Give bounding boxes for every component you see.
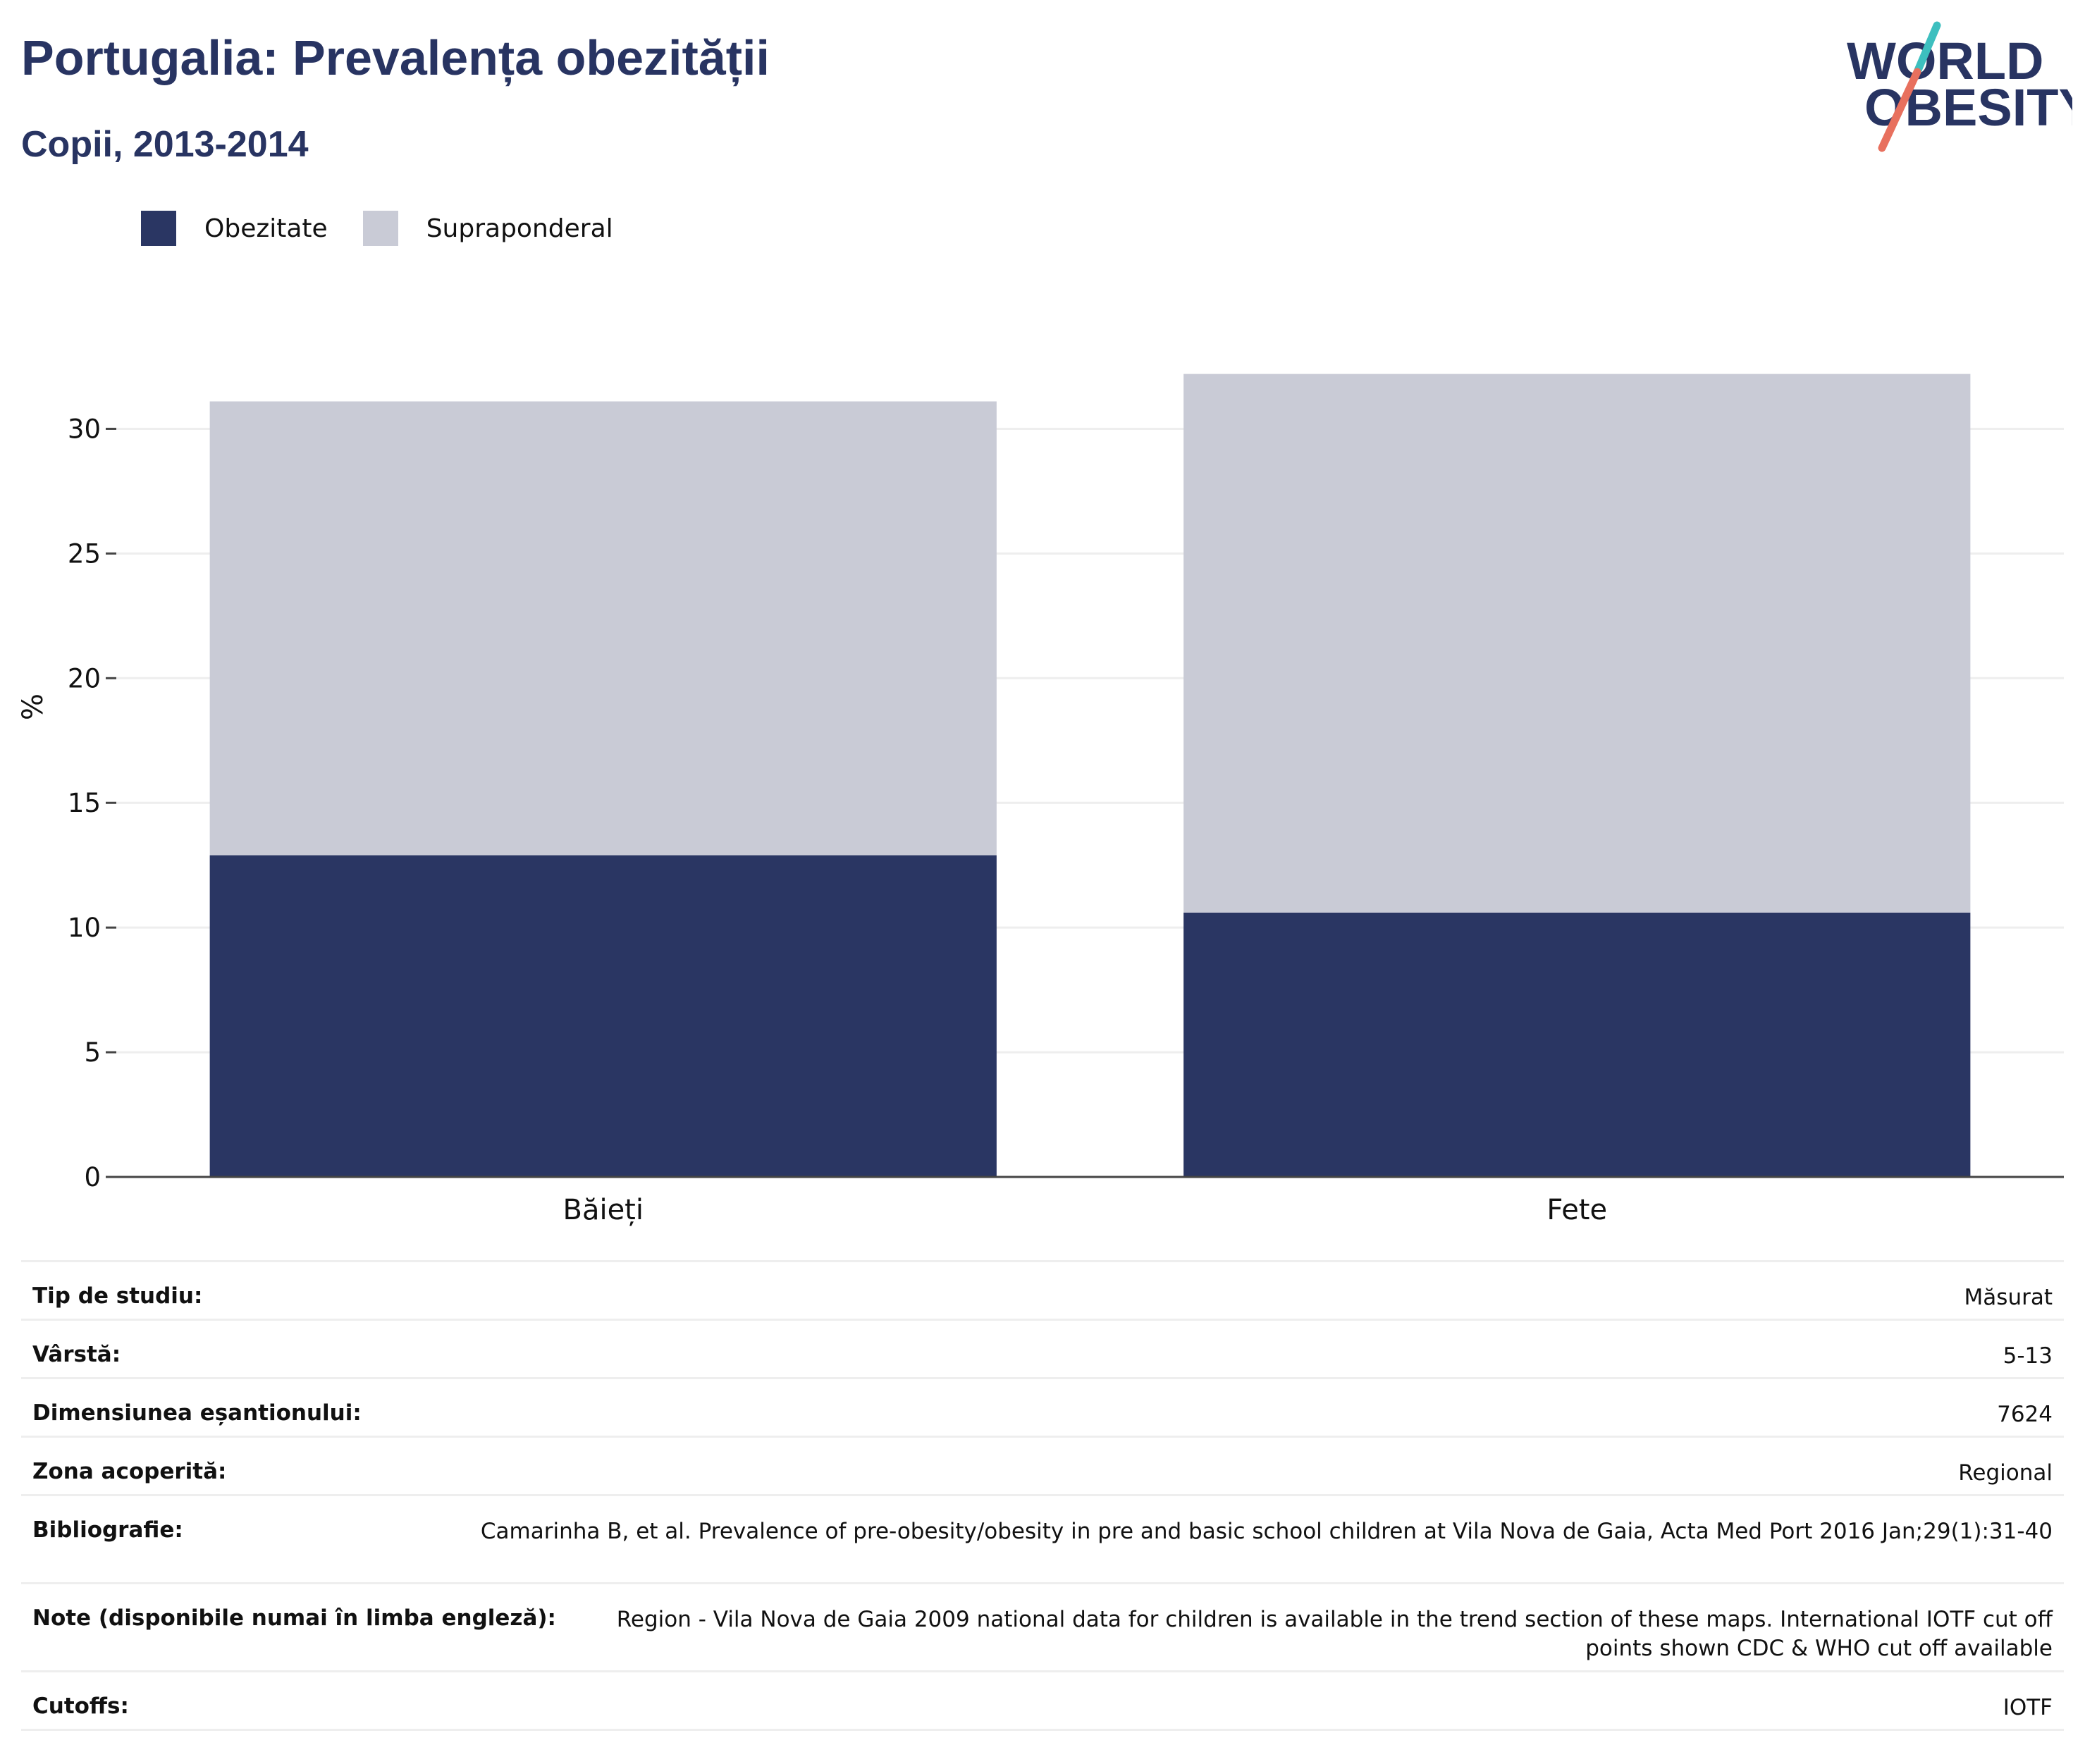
info-value-cutoffs: IOTF bbox=[2003, 1695, 2053, 1720]
info-row-age: Vârstă: 5-13 bbox=[21, 1321, 2064, 1379]
info-label-area-covered: Zona acoperită: bbox=[32, 1459, 227, 1484]
y-tick-label: 15 bbox=[68, 788, 101, 818]
logo-text-line2: OBESITY bbox=[1864, 78, 2072, 137]
info-value-area-covered: Regional bbox=[1958, 1460, 2053, 1486]
info-row-area-covered: Zona acoperită: Regional bbox=[21, 1438, 2064, 1496]
legend-label-overweight: Supraponderal bbox=[426, 214, 613, 243]
info-label-bibliography: Bibliografie: bbox=[32, 1517, 183, 1543]
study-info-table: Tip de studiu: Măsurat Vârstă: 5-13 Dime… bbox=[21, 1260, 2064, 1731]
y-tick-label: 25 bbox=[68, 538, 101, 569]
legend-item-overweight[interactable]: Supraponderal bbox=[362, 211, 613, 246]
x-tick-label: Fete bbox=[1546, 1194, 1607, 1226]
info-row-bibliography: Bibliografie: Camarinha B, et al. Preval… bbox=[21, 1496, 2064, 1584]
legend: Obezitate Supraponderal bbox=[141, 210, 648, 247]
y-tick-label: 10 bbox=[68, 913, 101, 943]
info-value-notes: Region - Vila Nova de Gaia 2009 national… bbox=[616, 1607, 2053, 1661]
world-obesity-logo: WORLD OBESITY bbox=[1847, 21, 2072, 152]
y-tick-label: 30 bbox=[68, 414, 101, 444]
x-tick-label: Băieți bbox=[563, 1194, 644, 1226]
bar-overweight-0 bbox=[209, 401, 997, 856]
info-label-study-type: Tip de studiu: bbox=[32, 1283, 203, 1309]
logo-text-line1: WORLD bbox=[1847, 32, 2044, 90]
info-value-bibliography: Camarinha B, et al. Prevalence of pre-ob… bbox=[480, 1519, 2053, 1544]
y-tick-label: 20 bbox=[68, 663, 101, 693]
logo-slash-teal bbox=[1913, 21, 1941, 76]
chart-title: Portugalia: Prevalența obezității bbox=[21, 30, 770, 85]
logo-slash-coral bbox=[1878, 68, 1921, 152]
info-label-age: Vârstă: bbox=[32, 1342, 121, 1367]
info-row-notes: Note (disponibile numai în limba engleză… bbox=[21, 1584, 2064, 1672]
info-row-study-type: Tip de studiu: Măsurat bbox=[21, 1262, 2064, 1321]
info-label-notes: Note (disponibile numai în limba engleză… bbox=[32, 1605, 556, 1631]
y-tick-label: 0 bbox=[84, 1162, 101, 1192]
legend-label-obesity: Obezitate bbox=[204, 214, 328, 243]
info-value-age: 5-13 bbox=[2003, 1343, 2053, 1369]
y-tick-label: 5 bbox=[84, 1037, 101, 1068]
legend-swatch-obesity bbox=[141, 211, 176, 246]
info-row-sample-size: Dimensiunea eșantionului: 7624 bbox=[21, 1379, 2064, 1438]
info-value-study-type: Măsurat bbox=[1964, 1285, 2053, 1310]
legend-item-obesity[interactable]: Obezitate bbox=[141, 211, 328, 246]
info-label-sample-size: Dimensiunea eșantionului: bbox=[32, 1400, 362, 1426]
legend-swatch-overweight bbox=[362, 211, 398, 246]
chart-subtitle: Copii, 2013-2014 bbox=[21, 124, 309, 165]
info-value-sample-size: 7624 bbox=[1997, 1402, 2053, 1427]
info-label-cutoffs: Cutoffs: bbox=[32, 1694, 129, 1719]
y-axis-label: % bbox=[17, 693, 49, 720]
bar-overweight-1 bbox=[1183, 374, 1971, 913]
info-row-cutoffs: Cutoffs: IOTF bbox=[21, 1672, 2064, 1731]
stacked-bar-chart: 0 5 10 15 20 25 30% Băieți Fete bbox=[17, 374, 2064, 1226]
bar-obesity-0 bbox=[209, 855, 997, 1177]
bar-obesity-1 bbox=[1183, 912, 1971, 1177]
